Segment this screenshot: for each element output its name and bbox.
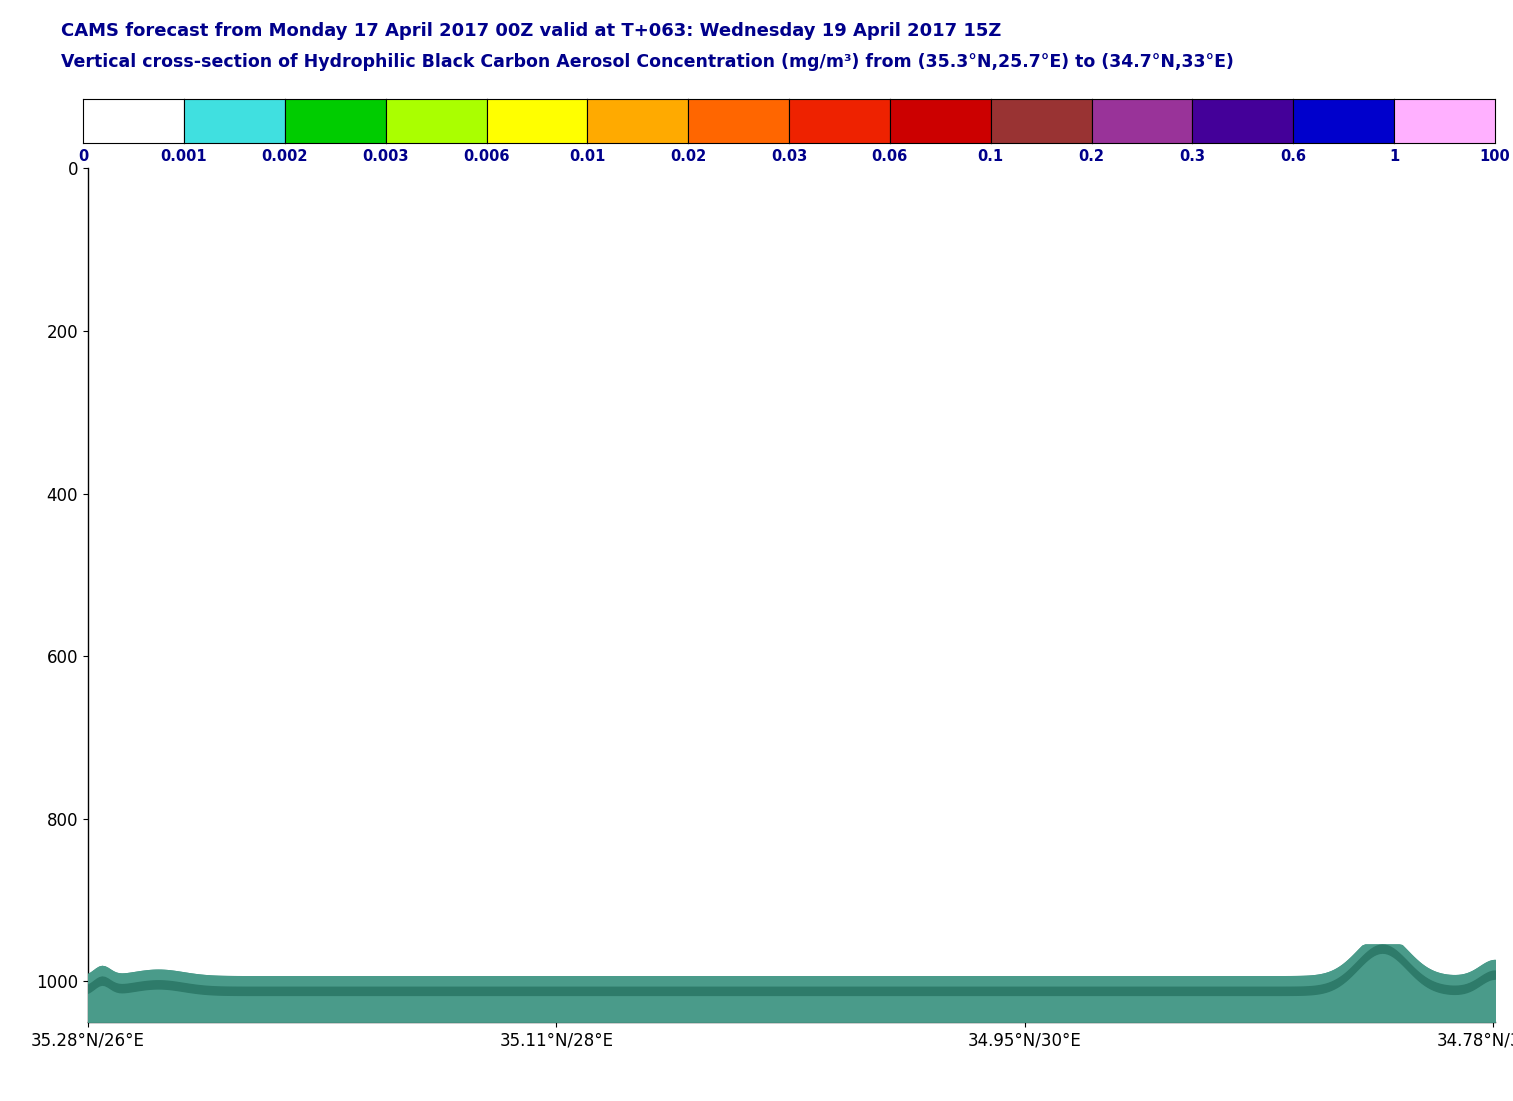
Text: 0.2: 0.2 bbox=[1079, 149, 1104, 164]
Text: 0.006: 0.006 bbox=[463, 149, 510, 164]
Text: 0.02: 0.02 bbox=[670, 149, 707, 164]
Text: 0.1: 0.1 bbox=[977, 149, 1003, 164]
Text: 0.6: 0.6 bbox=[1280, 149, 1306, 164]
Text: 1: 1 bbox=[1389, 149, 1400, 164]
Text: 0.03: 0.03 bbox=[772, 149, 806, 164]
Text: Vertical cross-section of Hydrophilic Black Carbon Aerosol Concentration (mg/m³): Vertical cross-section of Hydrophilic Bl… bbox=[61, 53, 1233, 70]
Text: CAMS forecast from Monday 17 April 2017 00Z valid at T+063: Wednesday 19 April 2: CAMS forecast from Monday 17 April 2017 … bbox=[61, 22, 1000, 40]
Text: 100: 100 bbox=[1480, 149, 1510, 164]
Text: 0.003: 0.003 bbox=[363, 149, 409, 164]
Text: 0.002: 0.002 bbox=[262, 149, 309, 164]
Text: 0.001: 0.001 bbox=[160, 149, 207, 164]
Text: 0.06: 0.06 bbox=[871, 149, 908, 164]
Text: 0: 0 bbox=[79, 149, 88, 164]
Text: 0.3: 0.3 bbox=[1179, 149, 1206, 164]
Text: 0.01: 0.01 bbox=[569, 149, 605, 164]
